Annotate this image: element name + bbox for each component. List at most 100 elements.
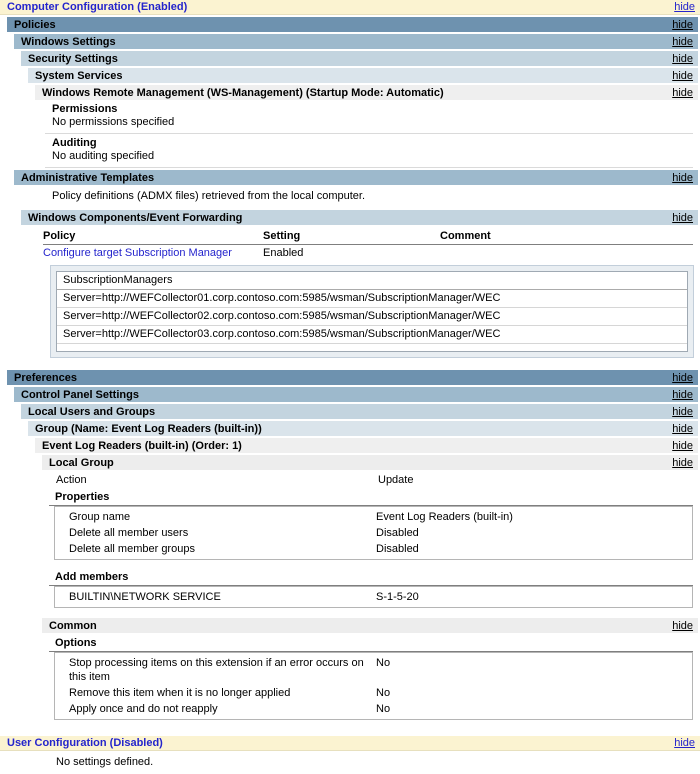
section-bar-user-configuration: User Configuration (Disabled) hide [0, 736, 700, 751]
group-event-log-readers-title: Group (Name: Event Log Readers (built-in… [35, 422, 262, 435]
hide-link-event-forwarding[interactable]: hide [672, 211, 693, 224]
hide-link-control-panel-settings[interactable]: hide [672, 388, 693, 401]
policy-table: Policy Setting Comment Configure target … [43, 228, 693, 261]
property-row: Delete all member groups Disabled [55, 541, 692, 557]
option-label: Remove this item when it is no longer ap… [69, 687, 291, 699]
option-row: Apply once and do not reapply No [55, 701, 692, 717]
subscription-manager-row: Server=http://WEFCollector03.corp.contos… [57, 326, 687, 344]
option-value: No [376, 657, 391, 669]
control-panel-settings-title: Control Panel Settings [21, 388, 139, 401]
properties-heading: Properties [49, 489, 693, 506]
security-settings-title: Security Settings [28, 52, 118, 65]
action-row: Action Update [49, 472, 693, 488]
hide-link-security-settings[interactable]: hide [672, 52, 693, 65]
hide-link-common[interactable]: hide [672, 619, 693, 632]
subscription-managers-table: SubscriptionManagers Server=http://WEFCo… [56, 271, 688, 352]
event-forwarding-title: Windows Components/Event Forwarding [28, 211, 243, 224]
policies-title: Policies [14, 18, 56, 31]
options-heading: Options [49, 635, 693, 652]
policy-setting-value: Enabled [263, 247, 304, 259]
section-bar-administrative-templates: Administrative Templates hide [14, 170, 698, 185]
member-name: BUILTIN\NETWORK SERVICE [69, 591, 221, 603]
action-label: Action [56, 474, 87, 486]
permissions-label: Permissions [52, 103, 118, 115]
section-bar-control-panel-settings: Control Panel Settings hide [14, 387, 698, 402]
hide-link-local-group[interactable]: hide [672, 456, 693, 469]
member-sid: S-1-5-20 [376, 591, 419, 603]
action-value: Update [378, 474, 414, 486]
policy-link-configure-target-subscription-manager[interactable]: Configure target Subscription Manager [43, 247, 232, 259]
section-bar-windows-remote-management: Windows Remote Management (WS-Management… [35, 85, 698, 100]
auditing-label: Auditing [52, 137, 97, 149]
property-label: Delete all member users [69, 527, 189, 539]
policy-table-row: Configure target Subscription Manager En… [43, 245, 693, 261]
section-bar-windows-components-event-forwarding: Windows Components/Event Forwarding hide [21, 210, 698, 225]
local-users-and-groups-title: Local Users and Groups [28, 405, 156, 418]
property-value: Disabled [376, 543, 419, 555]
section-bar-computer-configuration: Computer Configuration (Enabled) hide [0, 0, 700, 15]
subscription-managers-header: SubscriptionManagers [57, 272, 687, 290]
section-bar-group-event-log-readers: Group (Name: Event Log Readers (built-in… [28, 421, 698, 436]
option-row: Stop processing items on this extension … [55, 655, 692, 685]
section-bar-system-services: System Services hide [28, 68, 698, 83]
hide-link-system-services[interactable]: hide [672, 69, 693, 82]
property-label: Delete all member groups [69, 543, 195, 555]
section-bar-local-users-and-groups: Local Users and Groups hide [21, 404, 698, 419]
computer-configuration-title: Computer Configuration (Enabled) [7, 1, 188, 13]
common-details: Options Stop processing items on this ex… [49, 635, 693, 720]
preferences-title: Preferences [14, 371, 77, 384]
option-label: Apply once and do not reapply [69, 703, 218, 715]
option-label: Stop processing items on this extension … [69, 657, 364, 683]
hide-link-preferences[interactable]: hide [672, 371, 693, 384]
member-row: BUILTIN\NETWORK SERVICE S-1-5-20 [55, 589, 692, 605]
permissions-block: Permissions No permissions specified [45, 100, 693, 134]
section-bar-preferences: Preferences hide [7, 370, 698, 385]
administrative-templates-title: Administrative Templates [21, 171, 155, 184]
hide-link-policies[interactable]: hide [672, 18, 693, 31]
section-bar-event-log-readers-order: Event Log Readers (built-in) (Order: 1) … [35, 438, 698, 453]
options-box: Stop processing items on this extension … [54, 652, 693, 720]
hide-link-local-users-and-groups[interactable]: hide [672, 405, 693, 418]
no-settings-note: No settings defined. [56, 756, 154, 768]
common-title: Common [49, 619, 97, 632]
comment-column-header: Comment [440, 230, 491, 242]
section-bar-policies: Policies hide [7, 17, 698, 32]
windows-settings-title: Windows Settings [21, 35, 116, 48]
section-bar-local-group: Local Group hide [42, 455, 698, 470]
property-row: Delete all member users Disabled [55, 525, 692, 541]
policy-comment-value [440, 246, 693, 260]
hide-link-event-log-readers-order[interactable]: hide [672, 439, 693, 452]
policy-table-header-row: Policy Setting Comment [43, 228, 693, 245]
members-box: BUILTIN\NETWORK SERVICE S-1-5-20 [54, 586, 693, 608]
option-value: No [376, 703, 391, 715]
auditing-value: No auditing specified [52, 150, 155, 162]
setting-column-header: Setting [263, 230, 301, 242]
option-value: No [376, 687, 391, 699]
add-members-heading: Add members [49, 569, 693, 586]
local-group-title: Local Group [49, 456, 114, 469]
windows-remote-management-title: Windows Remote Management (WS-Management… [42, 86, 444, 99]
option-row: Remove this item when it is no longer ap… [55, 685, 692, 701]
hide-link-computer-configuration[interactable]: hide [674, 1, 695, 13]
hide-link-group-event-log-readers[interactable]: hide [672, 422, 693, 435]
property-label: Group name [69, 511, 131, 523]
subscription-managers-panel: SubscriptionManagers Server=http://WEFCo… [50, 265, 694, 358]
section-bar-common: Common hide [42, 618, 698, 633]
local-group-details: Action Update Properties Group name Even… [49, 472, 693, 608]
property-row: Group name Event Log Readers (built-in) [55, 509, 692, 525]
hide-link-administrative-templates[interactable]: hide [672, 171, 693, 184]
property-value: Disabled [376, 527, 419, 539]
event-log-readers-order-title: Event Log Readers (built-in) (Order: 1) [42, 439, 242, 452]
properties-box: Group name Event Log Readers (built-in) … [54, 506, 693, 560]
subscription-manager-row: Server=http://WEFCollector02.corp.contos… [57, 308, 687, 326]
hide-link-user-configuration[interactable]: hide [674, 737, 695, 749]
system-services-title: System Services [35, 69, 123, 82]
hide-link-windows-remote-management[interactable]: hide [672, 86, 693, 99]
section-bar-windows-settings: Windows Settings hide [14, 34, 698, 49]
admx-source-note: Policy definitions (ADMX files) retrieve… [52, 190, 366, 202]
section-bar-security-settings: Security Settings hide [21, 51, 698, 66]
auditing-block: Auditing No auditing specified [45, 134, 693, 168]
permissions-value: No permissions specified [52, 116, 175, 128]
subscription-manager-row: Server=http://WEFCollector01.corp.contos… [57, 290, 687, 308]
hide-link-windows-settings[interactable]: hide [672, 35, 693, 48]
